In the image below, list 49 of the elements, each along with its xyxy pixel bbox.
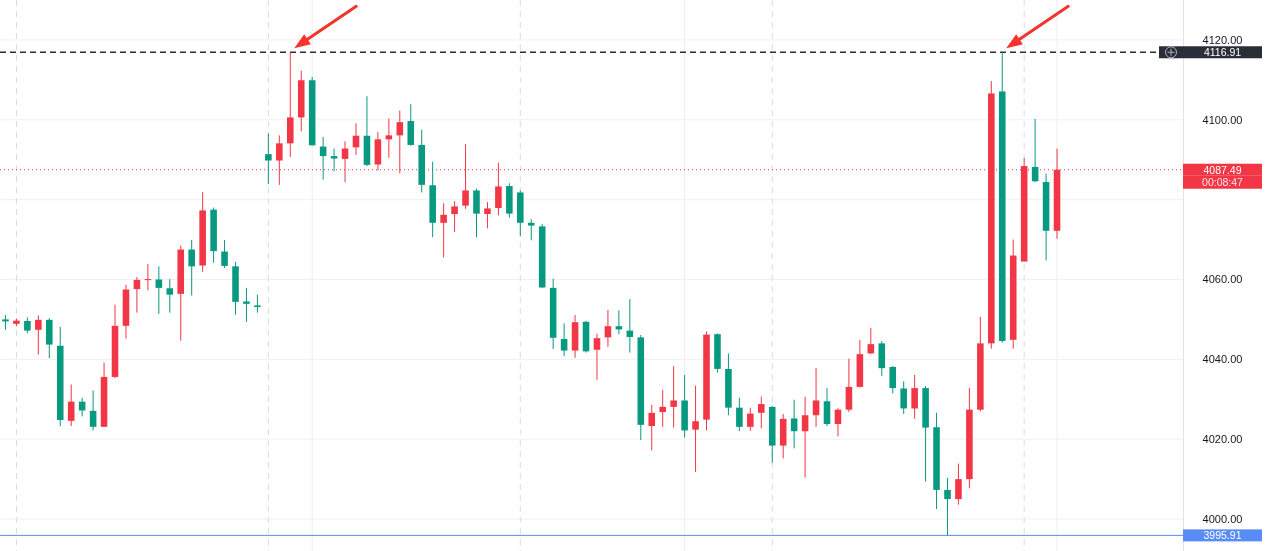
candlestick — [911, 374, 918, 420]
y-tick-label: 4060.00 — [1202, 273, 1243, 286]
candlestick — [670, 365, 677, 429]
candlestick — [166, 278, 174, 314]
candlestick — [801, 396, 809, 479]
candlestick — [659, 389, 666, 428]
candlestick — [330, 148, 338, 172]
candlestick — [812, 367, 820, 428]
y-tick-label: 4120.00 — [1202, 33, 1243, 46]
candlestick — [385, 118, 393, 159]
candlestick — [265, 132, 272, 185]
candlestick — [648, 404, 656, 451]
candlestick — [527, 218, 535, 241]
candlestick — [889, 365, 897, 394]
candlestick — [243, 287, 250, 323]
candlestick — [758, 395, 765, 429]
candlestick — [736, 397, 743, 432]
candlestick — [407, 103, 415, 147]
candlestick — [35, 314, 42, 356]
candlestick — [451, 200, 458, 233]
candlestick — [484, 201, 491, 229]
ref-line-label: 4116.91 — [1203, 46, 1242, 59]
candlestick — [604, 309, 612, 348]
text: 00:08:47 — [1202, 176, 1244, 189]
y-tick-label: 4100.00 — [1202, 113, 1243, 126]
candlestick — [867, 327, 875, 355]
candlestick — [747, 407, 754, 432]
candlestick — [221, 239, 228, 269]
candlestick — [89, 389, 97, 431]
candlestick — [560, 322, 568, 357]
candlestick — [955, 463, 962, 506]
y-tick-label: 4020.00 — [1202, 433, 1243, 446]
ref-line-label: 3995.91 — [1203, 529, 1242, 542]
candlestick — [900, 380, 907, 415]
candlestick — [790, 399, 798, 449]
candlestick — [440, 202, 447, 259]
y-tick-label: 4040.00 — [1202, 353, 1243, 366]
candlestick — [593, 333, 601, 381]
candlestick — [944, 477, 951, 536]
candlestick — [155, 265, 163, 315]
candlestick — [67, 384, 75, 427]
candlestick — [845, 358, 853, 413]
candlestick — [473, 187, 480, 238]
candlestick — [133, 276, 141, 314]
candlestick — [823, 387, 831, 427]
y-tick-label: 4000.00 — [1202, 513, 1243, 526]
candlestick — [692, 385, 699, 473]
candlestick — [188, 239, 195, 296]
ref-line-label: 4087.49 — [1203, 163, 1242, 176]
